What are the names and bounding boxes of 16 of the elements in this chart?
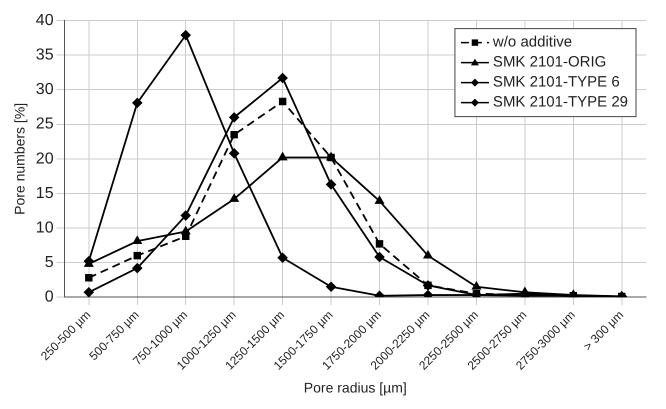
y-tick-label: 40 [36, 12, 54, 30]
y-tick-label: 5 [44, 254, 54, 271]
y-tick-label: 30 [36, 81, 54, 98]
legend-label: w/o additive [492, 34, 572, 51]
legend-label: SMK 2101-ORIG [492, 54, 606, 71]
y-axis-title: Pore numbers [%] [11, 102, 28, 215]
legend-label: SMK 2101-TYPE 6 [492, 74, 620, 91]
y-tick-label: 15 [36, 184, 54, 202]
y-tick-label: 25 [36, 116, 54, 133]
y-tick-label: 35 [36, 46, 54, 64]
legend-label: SMK 2101-TYPE 29 [492, 94, 628, 111]
y-tick-label: 0 [44, 288, 54, 306]
y-tick-label: 20 [36, 150, 54, 168]
x-axis-title: Pore radius [µm] [304, 379, 407, 396]
x-tick-label: > 300 µm [580, 308, 626, 354]
y-tick-label: 10 [36, 219, 54, 236]
